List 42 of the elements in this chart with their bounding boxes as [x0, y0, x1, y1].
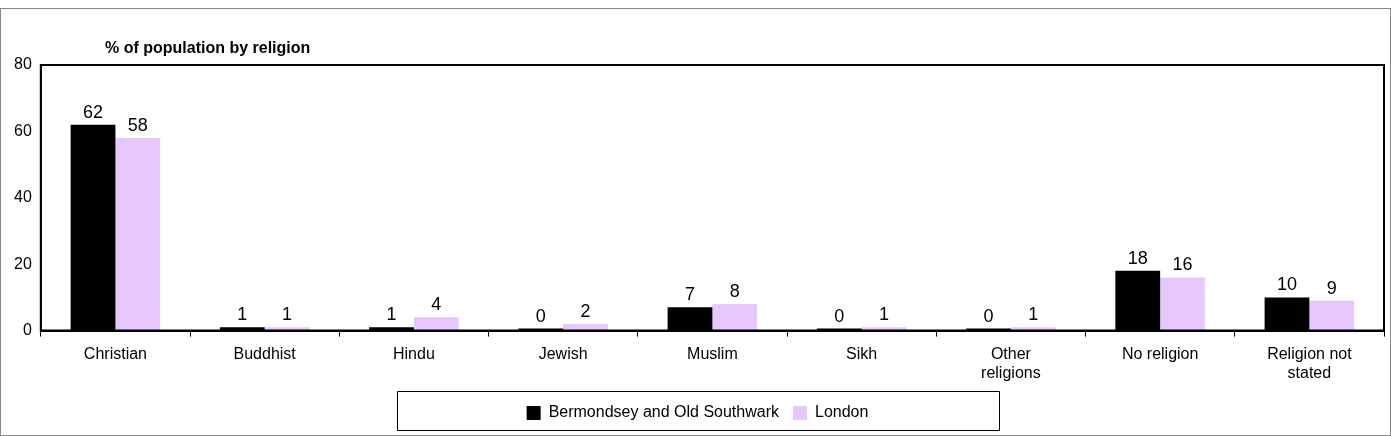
x-tick-label: Jewish — [538, 344, 588, 362]
data-label: 10 — [1276, 274, 1298, 295]
x-tick-label: No religion — [1121, 344, 1199, 362]
data-label: 1 — [1028, 304, 1039, 325]
bar — [115, 138, 161, 331]
bar — [1010, 327, 1056, 331]
y-tick-label: 60 — [14, 121, 32, 139]
x-tick-label: Hindu — [393, 344, 435, 362]
x-tick-label: Buddhist — [233, 344, 297, 362]
data-label: 16 — [1172, 254, 1193, 275]
chart-title: % of population by religion — [105, 39, 311, 57]
x-tick-label: Muslim — [687, 344, 738, 362]
bar — [712, 304, 758, 331]
data-label: 58 — [127, 115, 148, 136]
x-tick-label: Other religions — [981, 344, 1041, 381]
x-tick-label: Christian — [83, 344, 147, 362]
y-tick-label: 80 — [14, 55, 32, 73]
data-label: 0 — [535, 305, 546, 326]
data-label: 2 — [580, 300, 591, 321]
data-label: 9 — [1326, 277, 1337, 298]
data-label: 7 — [685, 284, 696, 305]
legend-label: London — [814, 403, 869, 421]
data-label: 1 — [386, 304, 397, 325]
data-label: 0 — [834, 305, 845, 326]
data-label: 1 — [282, 304, 293, 325]
data-label: 18 — [1127, 247, 1148, 268]
bar — [1309, 300, 1355, 331]
bar — [1160, 277, 1205, 331]
y-tick-label: 40 — [14, 188, 32, 206]
data-label: 1 — [237, 304, 248, 325]
legend-label: Bermondsey and Old Southwark — [548, 403, 780, 421]
bar — [413, 317, 459, 331]
data-label: 8 — [729, 281, 740, 302]
x-tick-label: Religion not stated — [1267, 344, 1353, 381]
data-label: 62 — [83, 101, 104, 122]
data-label: 0 — [983, 305, 994, 326]
x-tick-label: Sikh — [846, 344, 878, 362]
data-label: 4 — [431, 294, 442, 315]
bar — [563, 323, 608, 331]
y-tick-label: 0 — [22, 321, 32, 339]
y-tick-label: 20 — [14, 254, 32, 272]
data-label: 1 — [879, 304, 890, 325]
